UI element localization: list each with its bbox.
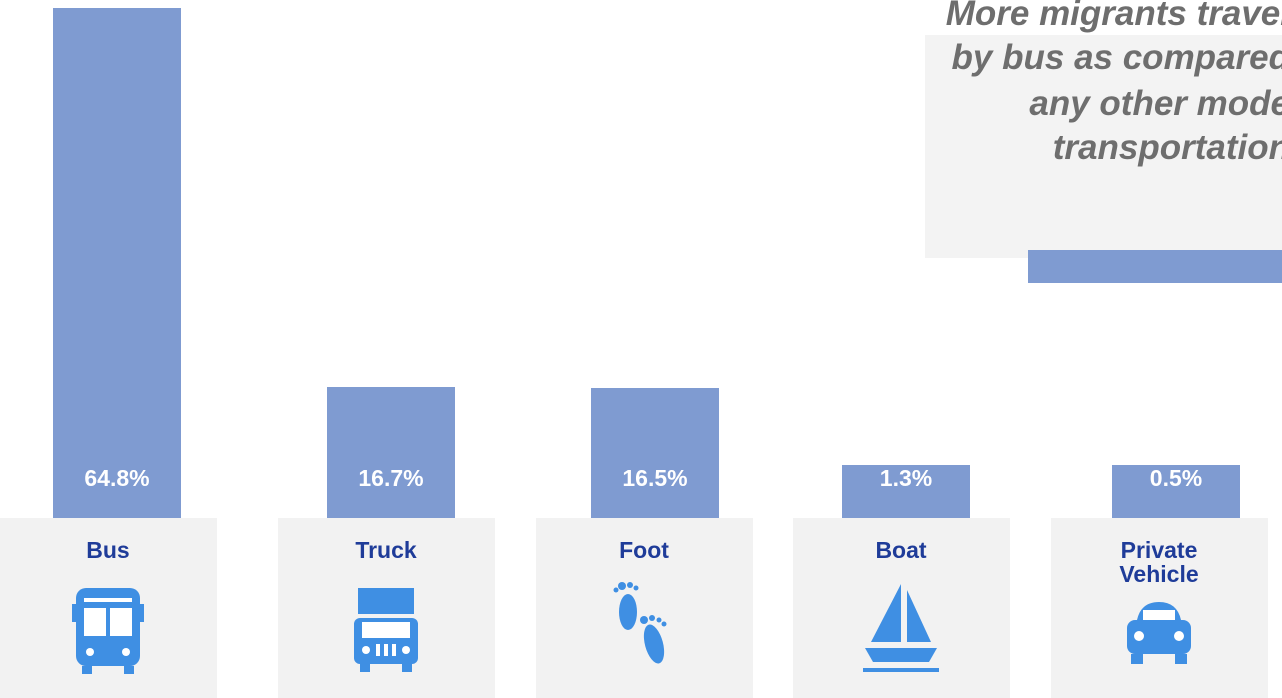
category-icon [72, 588, 144, 674]
decorative-bar [1028, 250, 1282, 283]
category-label: Truck [355, 537, 417, 563]
category-icon [613, 582, 667, 664]
bar: 0.5% [1112, 465, 1240, 518]
value-label: 16.7% [358, 465, 424, 491]
bar: 1.3% [842, 465, 970, 518]
category-label: Bus [86, 537, 130, 563]
bar: 64.8% [53, 8, 181, 518]
category-icon [863, 584, 939, 672]
annotation-box [925, 35, 1282, 258]
category-box: Truck [278, 518, 495, 698]
category-box: Foot [536, 518, 753, 698]
annotation-line: More migrants travel [945, 0, 1282, 33]
annotation-line: transportation [1052, 128, 1282, 167]
annotation-line: by bus as compared [951, 38, 1282, 77]
value-label: 64.8% [84, 465, 150, 491]
category-box: Private Vehicle [1051, 518, 1268, 698]
category-box: Bus [0, 518, 217, 698]
annotation-line: any other mode [1029, 84, 1282, 123]
category-box: Boat [793, 518, 1010, 698]
category-label: Boat [875, 537, 927, 563]
category-icon [1127, 602, 1191, 664]
value-label: 16.5% [622, 465, 688, 491]
value-label: 0.5% [1149, 465, 1203, 491]
category-icon [354, 588, 418, 672]
value-label: 1.3% [879, 465, 933, 491]
category-label: Private Vehicle [1119, 537, 1199, 587]
bar: 16.7% [327, 386, 455, 518]
category-label: Foot [619, 537, 669, 563]
bar: 16.5% [591, 388, 719, 518]
